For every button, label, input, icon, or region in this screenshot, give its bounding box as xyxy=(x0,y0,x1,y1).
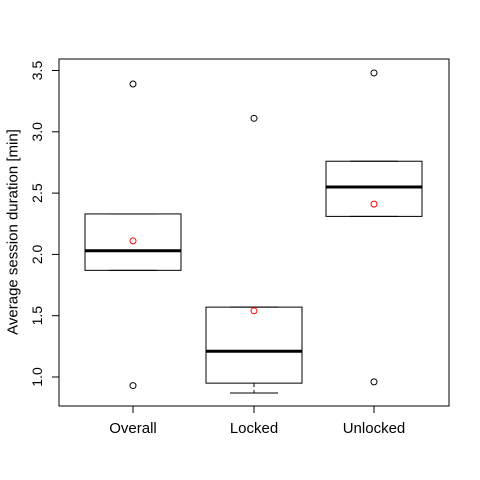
box-group-overall xyxy=(84,80,182,390)
box xyxy=(325,160,423,217)
x-tick-label: Locked xyxy=(230,420,278,437)
box-group-unlocked xyxy=(325,69,423,386)
outlier-point xyxy=(129,80,137,88)
boxes xyxy=(84,69,423,394)
x-tick-label: Overall xyxy=(109,420,157,437)
outlier-point xyxy=(370,69,378,77)
y-tick-label: 1.0 xyxy=(29,367,45,387)
outlier-point xyxy=(370,378,378,386)
mean-point xyxy=(370,200,378,208)
y-tick-label: 2.5 xyxy=(29,183,45,203)
mean-point xyxy=(129,237,137,245)
box xyxy=(205,306,303,384)
y-tick-label: 1.5 xyxy=(29,306,45,326)
x-tick-label: Unlocked xyxy=(343,420,406,437)
mean-point xyxy=(250,307,258,315)
plot-frame xyxy=(58,58,450,407)
x-axis: Overall Locked Unlocked xyxy=(109,406,405,437)
outlier-point xyxy=(129,382,137,390)
y-axis-label: Average session duration [min] xyxy=(5,129,22,335)
y-axis: 1.0 1.5 2.0 2.5 3.0 3.5 xyxy=(29,61,59,387)
y-tick-label: 2.0 xyxy=(29,244,45,264)
box xyxy=(84,213,182,271)
box-group-locked xyxy=(205,114,303,394)
y-tick-label: 3.0 xyxy=(29,122,45,142)
y-tick-label: 3.5 xyxy=(29,61,45,81)
outlier-point xyxy=(250,114,258,122)
